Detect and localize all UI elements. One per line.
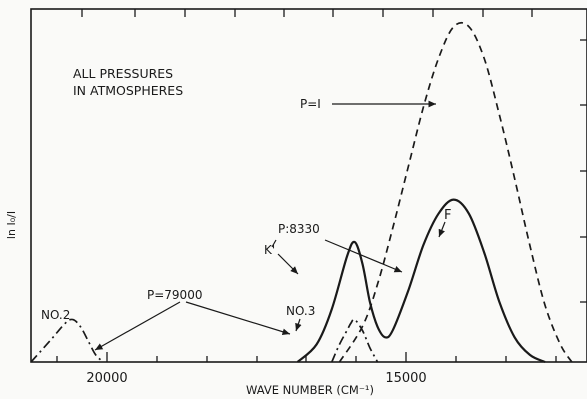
arrow-f xyxy=(438,221,446,238)
bottom-ticks xyxy=(56,352,557,362)
arrow-p79000-no2 xyxy=(94,301,181,351)
note-line-1: ALL PRESSURES xyxy=(73,66,173,81)
arrow-p79000-no3 xyxy=(185,301,291,335)
x-tick-label-15000: 15000 xyxy=(385,371,426,386)
annotation-arrows xyxy=(94,100,446,351)
series-line-p79000-3 xyxy=(331,318,379,363)
top-ticks xyxy=(81,9,533,17)
label-f: F xyxy=(444,208,451,223)
label-no3: NO.3 xyxy=(286,304,315,318)
arrow-no3 xyxy=(295,318,302,332)
label-p79000: P=79000 xyxy=(147,288,202,302)
note-line-2: IN ATMOSPHERES xyxy=(73,83,183,98)
series-line-p1-0 xyxy=(338,21,573,363)
x-axis-label: WAVE NUMBER (CM⁻¹) xyxy=(246,383,374,397)
label-no2: NO.2 xyxy=(41,308,70,322)
label-k-prime: K' xyxy=(264,243,275,257)
arrow-p8330-main xyxy=(324,239,403,273)
series-line-p79000-2 xyxy=(30,318,104,363)
series-layer xyxy=(30,21,573,364)
plot-frame xyxy=(30,8,587,363)
label-p1: P=I xyxy=(300,97,321,111)
x-tick-label-20000: 20000 xyxy=(86,371,127,386)
y-axis-label: ln I₀/I xyxy=(5,211,18,239)
right-ticks xyxy=(580,39,587,303)
label-p8330: P:8330 xyxy=(278,222,320,236)
arrow-k-prime xyxy=(277,253,299,275)
series-line-p8330-1 xyxy=(296,198,546,364)
arrow-p8330-k-link xyxy=(271,239,277,248)
